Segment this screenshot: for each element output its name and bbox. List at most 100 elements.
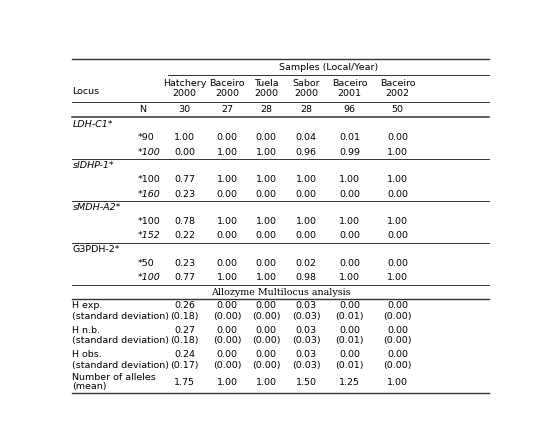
Text: 0.00: 0.00 xyxy=(295,232,317,241)
Text: 0.00: 0.00 xyxy=(387,133,408,142)
Text: 0.00: 0.00 xyxy=(216,350,238,359)
Text: 0.00: 0.00 xyxy=(256,301,277,310)
Text: *100: *100 xyxy=(138,148,161,157)
Text: 96: 96 xyxy=(343,105,355,114)
Text: 0.03: 0.03 xyxy=(295,350,317,359)
Text: (0.01): (0.01) xyxy=(335,361,364,369)
Text: 1.00: 1.00 xyxy=(339,175,360,184)
Text: 1.00: 1.00 xyxy=(387,273,408,283)
Text: 1.50: 1.50 xyxy=(295,378,317,387)
Text: 0.00: 0.00 xyxy=(216,326,238,334)
Text: 1.00: 1.00 xyxy=(216,378,238,387)
Text: *100: *100 xyxy=(138,217,161,226)
Text: 1.00: 1.00 xyxy=(387,378,408,387)
Text: 0.00: 0.00 xyxy=(387,232,408,241)
Text: 0.01: 0.01 xyxy=(339,133,360,142)
Text: 0.00: 0.00 xyxy=(256,133,277,142)
Text: 1.00: 1.00 xyxy=(256,378,277,387)
Text: Samples (Local/Year): Samples (Local/Year) xyxy=(279,63,378,72)
Text: (0.01): (0.01) xyxy=(335,312,364,321)
Text: 0.96: 0.96 xyxy=(295,148,317,157)
Text: 1.00: 1.00 xyxy=(387,148,408,157)
Text: 28: 28 xyxy=(260,105,272,114)
Text: 0.27: 0.27 xyxy=(174,326,195,334)
Text: (mean): (mean) xyxy=(73,382,107,391)
Text: H obs.: H obs. xyxy=(73,350,102,359)
Text: *50: *50 xyxy=(138,259,155,268)
Text: 0.00: 0.00 xyxy=(216,133,238,142)
Text: 0.00: 0.00 xyxy=(256,232,277,241)
Text: 0.00: 0.00 xyxy=(387,190,408,199)
Text: (0.01): (0.01) xyxy=(335,336,364,345)
Text: Hatchery
2000: Hatchery 2000 xyxy=(163,79,206,98)
Text: (0.00): (0.00) xyxy=(252,336,281,345)
Text: 0.22: 0.22 xyxy=(174,232,195,241)
Text: 1.25: 1.25 xyxy=(339,378,360,387)
Text: 1.00: 1.00 xyxy=(339,273,360,283)
Text: 0.00: 0.00 xyxy=(339,326,360,334)
Text: 0.00: 0.00 xyxy=(295,190,317,199)
Text: (0.00): (0.00) xyxy=(252,312,281,321)
Text: (0.03): (0.03) xyxy=(292,336,321,345)
Text: *152: *152 xyxy=(138,232,161,241)
Text: Locus: Locus xyxy=(73,87,99,96)
Text: (0.00): (0.00) xyxy=(213,336,241,345)
Text: 0.00: 0.00 xyxy=(339,190,360,199)
Text: *100: *100 xyxy=(138,273,161,283)
Text: (0.00): (0.00) xyxy=(213,361,241,369)
Text: 0.00: 0.00 xyxy=(216,232,238,241)
Text: 0.00: 0.00 xyxy=(339,350,360,359)
Text: 0.77: 0.77 xyxy=(174,273,195,283)
Text: 0.00: 0.00 xyxy=(256,259,277,268)
Text: 0.23: 0.23 xyxy=(174,190,195,199)
Text: Tuela
2000: Tuela 2000 xyxy=(254,79,278,98)
Text: 1.00: 1.00 xyxy=(295,217,317,226)
Text: (standard deviation): (standard deviation) xyxy=(73,336,169,345)
Text: 1.75: 1.75 xyxy=(174,378,195,387)
Text: 0.99: 0.99 xyxy=(339,148,360,157)
Text: 1.00: 1.00 xyxy=(387,175,408,184)
Text: 1.00: 1.00 xyxy=(216,175,238,184)
Text: (0.18): (0.18) xyxy=(170,312,199,321)
Text: (0.00): (0.00) xyxy=(213,312,241,321)
Text: (0.18): (0.18) xyxy=(170,336,199,345)
Text: Allozyme Multilocus analysis: Allozyme Multilocus analysis xyxy=(211,288,351,296)
Text: 1.00: 1.00 xyxy=(216,217,238,226)
Text: 1.00: 1.00 xyxy=(216,273,238,283)
Text: 0.00: 0.00 xyxy=(339,232,360,241)
Text: 0.02: 0.02 xyxy=(295,259,317,268)
Text: 0.00: 0.00 xyxy=(387,326,408,334)
Text: 50: 50 xyxy=(391,105,403,114)
Text: sIDHP-1*: sIDHP-1* xyxy=(73,162,114,171)
Text: Baceiro
2002: Baceiro 2002 xyxy=(379,79,415,98)
Text: 1.00: 1.00 xyxy=(256,148,277,157)
Text: (0.03): (0.03) xyxy=(292,361,321,369)
Text: 0.24: 0.24 xyxy=(174,350,195,359)
Text: sMDH-A2*: sMDH-A2* xyxy=(73,203,121,213)
Text: 0.00: 0.00 xyxy=(387,301,408,310)
Text: 0.26: 0.26 xyxy=(174,301,195,310)
Text: 0.03: 0.03 xyxy=(295,301,317,310)
Text: (0.03): (0.03) xyxy=(292,312,321,321)
Text: (0.00): (0.00) xyxy=(383,312,412,321)
Text: 27: 27 xyxy=(221,105,233,114)
Text: *160: *160 xyxy=(138,190,161,199)
Text: 0.00: 0.00 xyxy=(387,259,408,268)
Text: 0.00: 0.00 xyxy=(256,350,277,359)
Text: 0.78: 0.78 xyxy=(174,217,195,226)
Text: (0.00): (0.00) xyxy=(252,361,281,369)
Text: 1.00: 1.00 xyxy=(295,175,317,184)
Text: 0.98: 0.98 xyxy=(295,273,317,283)
Text: 0.00: 0.00 xyxy=(256,190,277,199)
Text: 0.03: 0.03 xyxy=(295,326,317,334)
Text: 28: 28 xyxy=(300,105,312,114)
Text: Sabor
2000: Sabor 2000 xyxy=(292,79,320,98)
Text: 0.23: 0.23 xyxy=(174,259,195,268)
Text: Baceiro
2000: Baceiro 2000 xyxy=(209,79,245,98)
Text: 1.00: 1.00 xyxy=(387,217,408,226)
Text: 0.00: 0.00 xyxy=(339,259,360,268)
Text: (standard deviation): (standard deviation) xyxy=(73,312,169,321)
Text: (0.00): (0.00) xyxy=(383,361,412,369)
Text: 1.00: 1.00 xyxy=(339,217,360,226)
Text: (0.17): (0.17) xyxy=(170,361,199,369)
